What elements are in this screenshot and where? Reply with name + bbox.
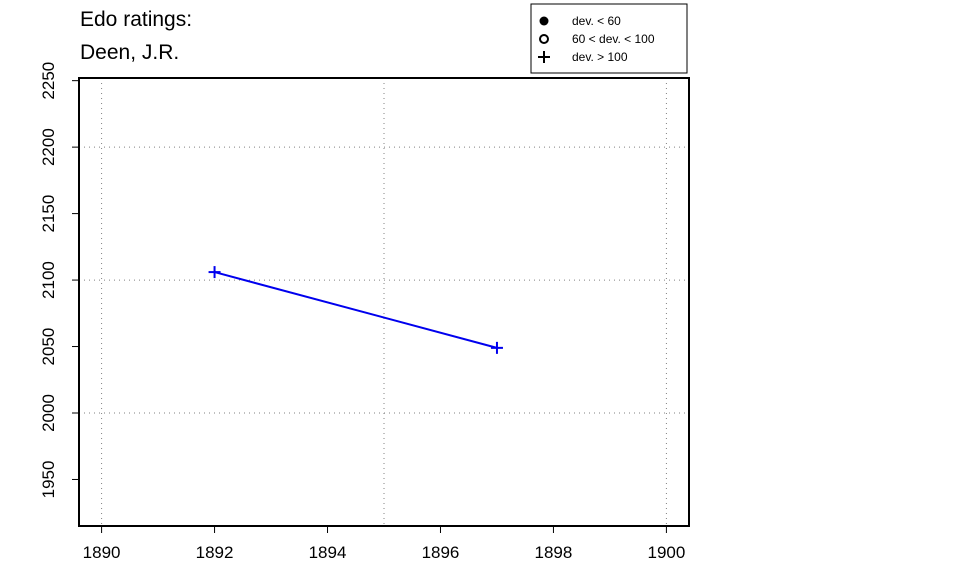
x-tick-label: 1896 bbox=[422, 543, 460, 562]
chart-title-line-2: Deen, J.R. bbox=[80, 41, 180, 64]
data-point-plus-marker bbox=[208, 266, 221, 279]
chart-title-line-1: Edo ratings: bbox=[80, 8, 193, 31]
y-tick-label: 2000 bbox=[39, 394, 58, 432]
axis-ticks: 1890 1892 1894 1896 1898 1900 1950 2000 2050 2100… bbox=[39, 62, 685, 562]
x-tick-label: 1898 bbox=[535, 543, 573, 562]
x-tick-label: 1894 bbox=[309, 543, 347, 562]
legend-box bbox=[530, 3, 688, 74]
y-tick-label: 2100 bbox=[39, 261, 58, 299]
plot-frame bbox=[78, 77, 690, 527]
gridlines bbox=[79, 78, 689, 526]
legend-label: dev. > 100 bbox=[572, 50, 628, 64]
y-tick-label: 2050 bbox=[39, 328, 58, 366]
data-point-plus-marker bbox=[490, 341, 503, 354]
series-layer bbox=[208, 266, 503, 354]
y-tick-label: 1950 bbox=[39, 461, 58, 499]
x-tick-label: 1892 bbox=[196, 543, 234, 562]
legend-label: 60 < dev. < 100 bbox=[572, 32, 655, 46]
y-tick-label: 2200 bbox=[39, 128, 58, 166]
legend-filled-circle-icon bbox=[539, 16, 549, 26]
legend-label: dev. < 60 bbox=[572, 14, 621, 28]
x-tick-label: 1900 bbox=[647, 543, 685, 562]
legend-open-circle-icon bbox=[539, 34, 549, 44]
x-tick-label: 1890 bbox=[83, 543, 121, 562]
series-line bbox=[214, 271, 498, 349]
legend: dev. < 60 60 < dev. < 100 dev. > 100 bbox=[530, 3, 688, 74]
legend-plus-icon bbox=[538, 51, 550, 63]
y-tick-label: 2250 bbox=[39, 62, 58, 100]
y-tick-label: 2150 bbox=[39, 195, 58, 233]
